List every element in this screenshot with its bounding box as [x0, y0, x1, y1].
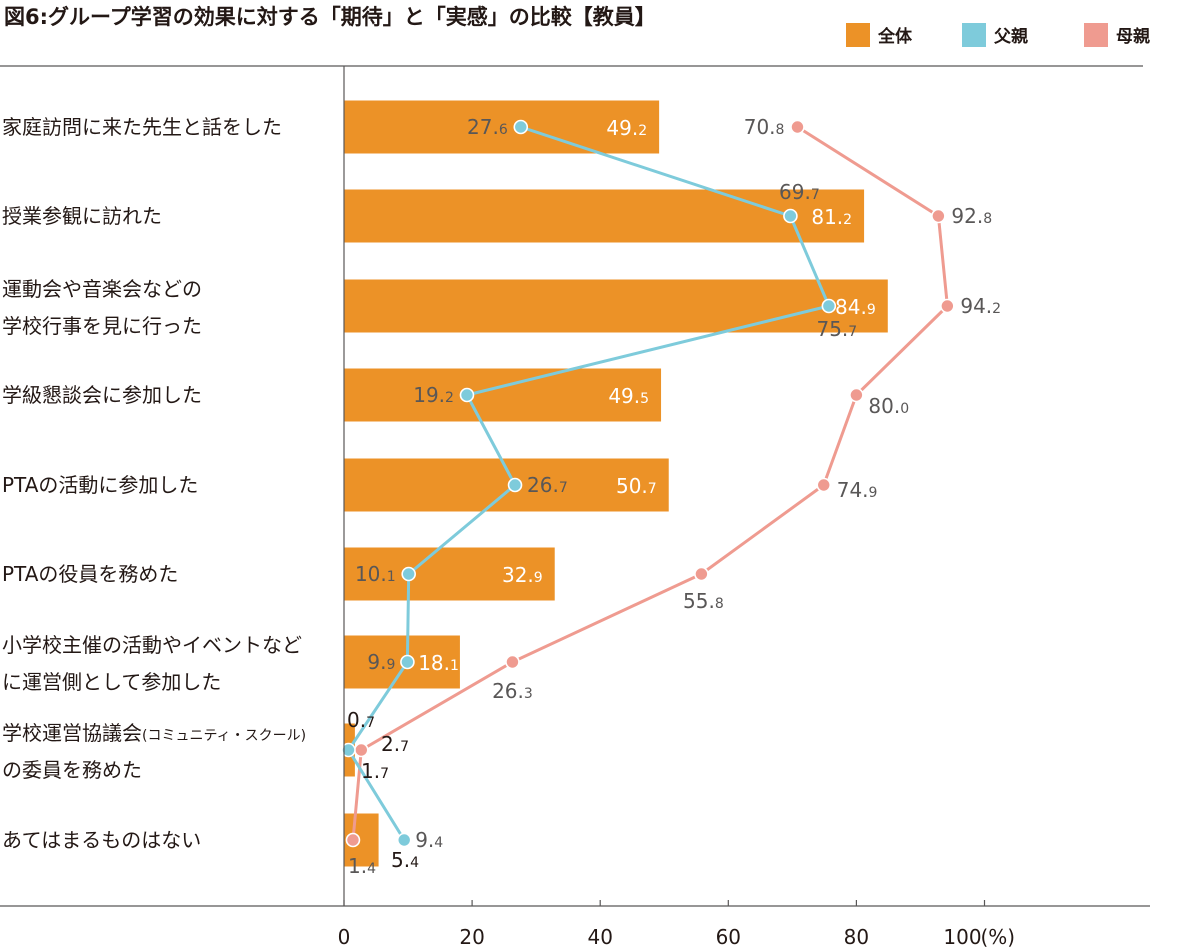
marker-mother: [931, 208, 946, 224]
category-label: 運動会や音楽会などの: [2, 277, 202, 301]
marker-father: [459, 387, 475, 403]
marker-father: [507, 477, 523, 493]
x-tick-label: 80: [844, 925, 869, 949]
legend-swatch-mother: [1084, 23, 1108, 47]
data-label-total: 84.9: [835, 295, 876, 319]
data-label-father: 9.4: [415, 828, 443, 852]
data-label-father: 0.7: [347, 708, 375, 732]
data-label-mother: 1.4: [348, 854, 376, 878]
marker-mother: [816, 477, 832, 493]
category-labels: 家庭訪問に来た先生と話をした授業参観に訪れた運動会や音楽会などの学校行事を見に行…: [2, 115, 306, 852]
legend: 全体 父親 母親: [846, 23, 1150, 47]
data-label-total: 1.7: [361, 759, 389, 783]
data-label-total: 50.7: [616, 474, 657, 498]
category-label: PTAの役員を務めた: [2, 562, 178, 586]
data-label-father: 10.1: [355, 562, 396, 586]
legend-label-total: 全体: [877, 26, 913, 47]
bar: [344, 368, 662, 422]
x-tick-label: 0: [338, 925, 351, 949]
category-label: 授業参観に訪れた: [2, 204, 162, 228]
data-label-total: 32.9: [502, 563, 543, 587]
bar: [344, 189, 865, 243]
data-label-father: 75.7: [816, 317, 857, 341]
marker-mother: [694, 566, 709, 582]
category-label: 学校行事を見に行った: [2, 314, 202, 338]
data-label-father: 19.2: [413, 383, 454, 407]
marker-father: [396, 832, 412, 848]
marker-mother: [849, 387, 864, 403]
marker-mother: [505, 654, 520, 670]
data-label-mother: 55.8: [683, 589, 724, 613]
category-label: 家庭訪問に来た先生と話をした: [2, 115, 282, 139]
category-label: の委員を務めた: [2, 758, 142, 782]
data-label-mother: 74.9: [837, 478, 878, 502]
bar: [344, 100, 660, 154]
marker-father: [513, 119, 529, 135]
bar: [344, 547, 555, 601]
data-label-father: 9.9: [367, 650, 395, 674]
x-axis: 0 20 40 60 80 100(%): [0, 66, 1150, 949]
category-label: 小学校主催の活動やイベントなど: [2, 633, 302, 657]
legend-swatch-total: [846, 23, 870, 47]
marker-father: [783, 208, 798, 224]
data-label-mother: 70.8: [744, 115, 785, 139]
x-tick-label: 40: [587, 925, 612, 949]
marker-mother: [353, 742, 369, 758]
data-label-mother: 26.3: [492, 679, 533, 703]
marker-father: [341, 742, 356, 758]
data-label-total: 18.1: [418, 651, 459, 675]
bar: [344, 279, 888, 333]
category-label: 学校運営協議会(コミュニティ・スクール): [2, 721, 306, 745]
marker-mother: [940, 298, 955, 314]
series-markers: [341, 119, 955, 848]
category-label: 学級懇談会に参加した: [2, 383, 202, 407]
chart-title: 図6:グループ学習の効果に対する「期待」と「実感」の比較【教員】: [4, 5, 656, 29]
data-label-mother: 94.2: [960, 294, 1001, 318]
category-label: に運営側として参加した: [2, 670, 221, 694]
marker-father: [821, 298, 837, 314]
data-label-total: 81.2: [811, 205, 852, 229]
data-label-father: 27.6: [467, 115, 508, 139]
category-label: あてはまるものはない: [2, 828, 201, 852]
marker-father: [400, 654, 415, 670]
data-label-total: 49.5: [608, 384, 649, 408]
data-label-mother: 92.8: [951, 204, 992, 228]
x-tick-label: 20: [459, 925, 484, 949]
category-label: PTAの活動に参加した: [2, 473, 198, 497]
marker-father: [401, 566, 416, 582]
x-tick-label: 100: [943, 925, 981, 949]
legend-label-mother: 母親: [1116, 26, 1150, 47]
legend-label-father: 父親: [993, 26, 1028, 47]
data-label-father: 69.7: [779, 180, 820, 204]
marker-mother: [345, 832, 361, 848]
x-tick-label: 60: [716, 925, 741, 949]
data-label-total: 49.2: [606, 116, 647, 140]
legend-swatch-father: [962, 23, 986, 47]
data-label-father: 26.7: [527, 473, 568, 497]
data-label-mother: 2.7: [381, 732, 409, 756]
x-unit-label: (%): [981, 925, 1016, 949]
data-label-mother: 80.0: [868, 394, 909, 418]
data-label-total: 5.4: [391, 848, 419, 872]
data-labels: 49.2 81.2 84.9 49.5 50.7 32.9 18.1 1.7 5.4 27.6 69…: [347, 115, 1001, 878]
marker-mother: [790, 119, 805, 135]
